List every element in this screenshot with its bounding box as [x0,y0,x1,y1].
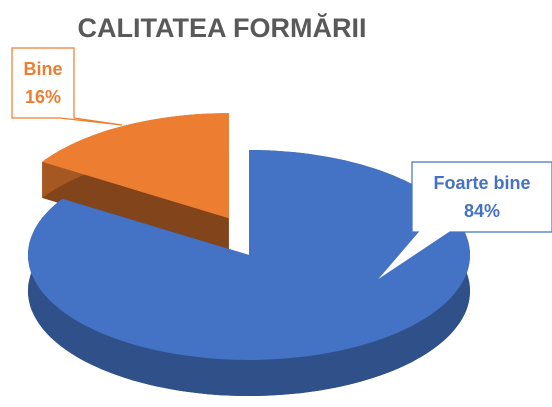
slice-wall [42,161,229,255]
slice-top [28,150,470,360]
data-label-name: Foarte bine [433,173,530,193]
data-label-value: 16% [25,87,61,107]
slice [28,150,470,396]
data-label-value: 84% [464,201,500,221]
chart-title: CALITATEA FORMĂRII [78,12,367,43]
slice [42,113,229,255]
data-label-name: Bine [23,59,62,79]
label-callout [11,47,123,126]
slice-top [42,113,229,219]
label-callout [374,161,552,283]
